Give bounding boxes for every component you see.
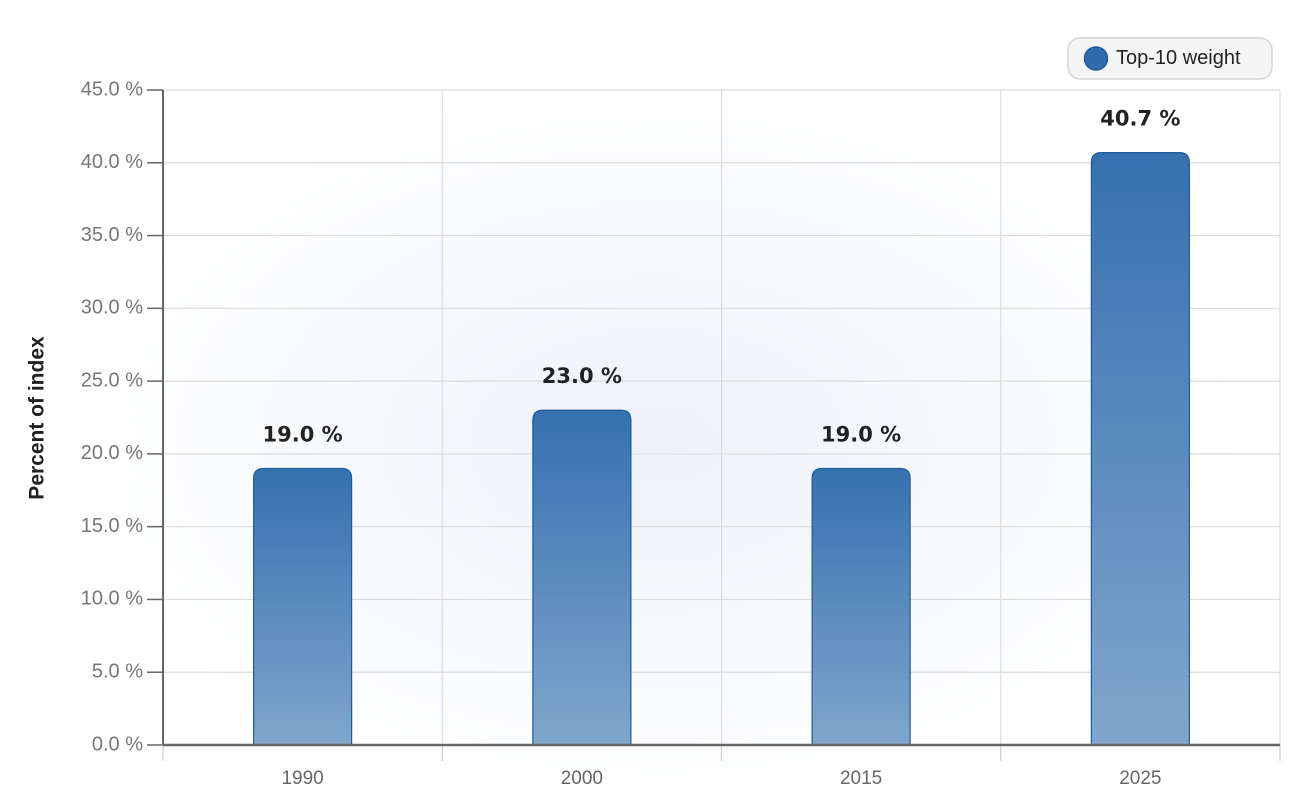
x-tick-label: 1990 (281, 768, 323, 789)
bar (811, 467, 911, 746)
value-label: 19.0 % (821, 422, 901, 446)
y-tick-label: 40.0 % (81, 151, 143, 173)
y-tick-label: 30.0 % (81, 297, 143, 319)
bar (1090, 151, 1190, 746)
y-tick-label: 10.0 % (81, 588, 143, 610)
y-axis-label: Percent of index (26, 336, 49, 500)
y-tick-label: 20.0 % (81, 442, 143, 464)
y-tick-label: 35.0 % (81, 224, 143, 246)
bar (532, 409, 632, 746)
x-tick-label: 2000 (561, 768, 603, 789)
value-label: 19.0 % (263, 422, 343, 446)
legend-marker (1083, 46, 1109, 71)
y-tick-label: 45.0 % (81, 78, 143, 100)
x-tick-label: 2015 (840, 768, 882, 789)
y-tick-label: 25.0 % (81, 369, 143, 391)
value-label: 23.0 % (542, 364, 622, 388)
x-tick-label: 2025 (1119, 768, 1161, 789)
value-label: 40.7 % (1100, 107, 1180, 131)
legend-box[interactable] (1067, 37, 1273, 80)
y-tick-label: 15.0 % (81, 515, 143, 537)
y-tick-label: 0.0 % (92, 733, 143, 755)
bar (253, 467, 353, 746)
legend-label: Top-10 weight (1116, 47, 1241, 69)
y-tick-label: 5.0 % (92, 661, 143, 683)
